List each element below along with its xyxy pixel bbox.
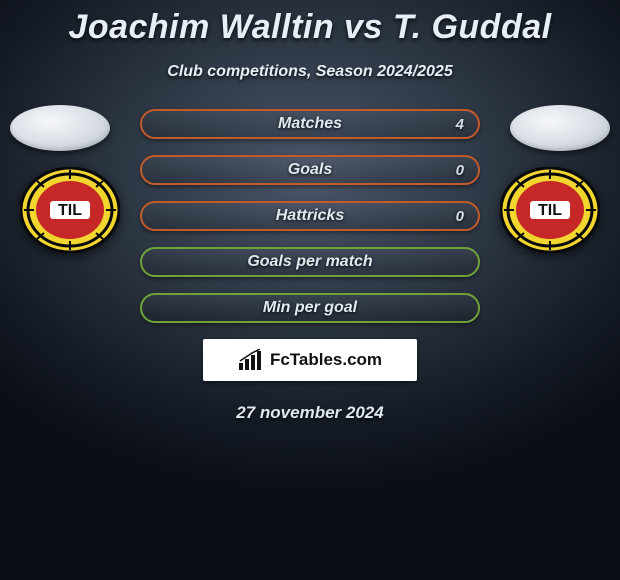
stat-bar-value: 0 (456, 203, 464, 229)
player-avatar-right (510, 105, 610, 151)
stat-bar: Matches4 (140, 109, 480, 139)
stat-bar: Goals0 (140, 155, 480, 185)
stat-bar-label: Hattricks (142, 203, 478, 229)
club-badge-left: TIL (20, 167, 120, 253)
page-subtitle: Club competitions, Season 2024/2025 (0, 63, 620, 81)
footer-date: 27 november 2024 (0, 403, 620, 423)
stat-bar-value: 0 (456, 157, 464, 183)
page-title: Joachim Walltin vs T. Guddal (0, 0, 620, 47)
stat-bars: Matches4Goals0Hattricks0Goals per matchM… (140, 109, 480, 323)
comparison-card: Joachim Walltin vs T. Guddal Club compet… (0, 0, 620, 580)
stat-bar-label: Matches (142, 111, 478, 137)
brand-logo: FcTables.com (203, 339, 417, 381)
stat-bar: Min per goal (140, 293, 480, 323)
content-area: TIL (0, 109, 620, 423)
stat-bar-label: Goals (142, 157, 478, 183)
player-avatar-left (10, 105, 110, 151)
brand-logo-text: FcTables.com (270, 350, 382, 370)
stat-bar-value: 4 (456, 111, 464, 137)
bar-chart-icon (238, 349, 264, 371)
stat-bar: Hattricks0 (140, 201, 480, 231)
stat-bar: Goals per match (140, 247, 480, 277)
stat-bar-label: Goals per match (142, 249, 478, 275)
stat-bar-label: Min per goal (142, 295, 478, 321)
svg-text:TIL: TIL (538, 202, 562, 219)
svg-text:TIL: TIL (58, 202, 82, 219)
club-badge-right: TIL (500, 167, 600, 253)
